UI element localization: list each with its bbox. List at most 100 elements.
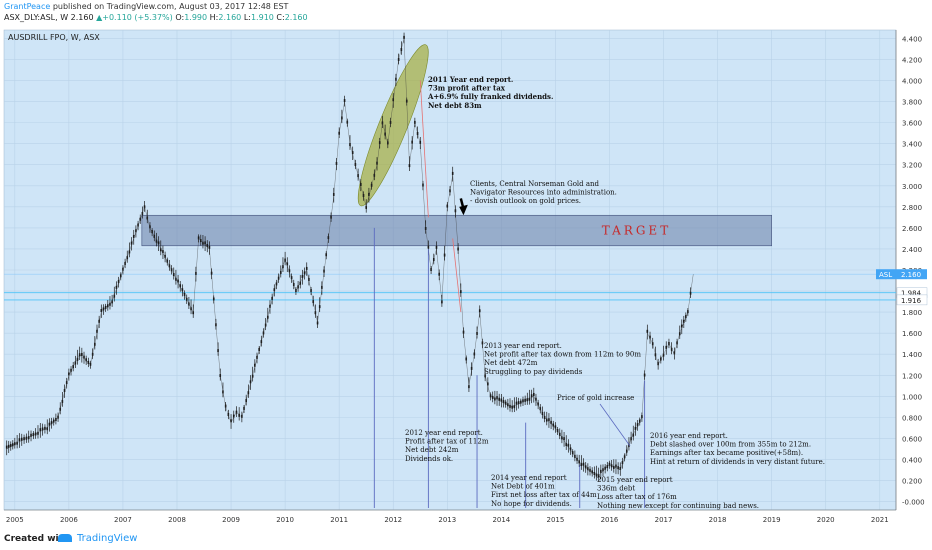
candle-body bbox=[18, 438, 21, 442]
candle-body bbox=[30, 433, 32, 437]
y-tick-label: 0.200 bbox=[902, 478, 922, 486]
candle-body bbox=[554, 425, 557, 429]
candle-body bbox=[100, 309, 103, 313]
candle-body bbox=[632, 433, 635, 437]
candle-body bbox=[241, 414, 243, 418]
candle-body bbox=[113, 294, 116, 298]
candle-body bbox=[192, 311, 195, 315]
candle-body bbox=[468, 385, 470, 389]
arrow-head-icon bbox=[459, 204, 468, 216]
publish-line: GrantPeace published on TradingView.com,… bbox=[4, 2, 288, 11]
chart-area[interactable]: 4.400 4.200 4.000 3.800 3.600 3.400 3.200 3.000… bbox=[0, 26, 932, 530]
level-tag bbox=[896, 294, 928, 306]
annotation-text: No hope for dividends. bbox=[491, 500, 572, 508]
candle-body bbox=[128, 250, 131, 254]
candle-body bbox=[494, 397, 496, 401]
candle-body bbox=[597, 474, 600, 478]
candle-body bbox=[208, 245, 211, 249]
candle-body bbox=[532, 392, 535, 396]
candle-body bbox=[269, 304, 271, 308]
candle-body bbox=[44, 426, 46, 430]
close-label: C: bbox=[276, 13, 285, 22]
y-tick-label: 2.400 bbox=[902, 246, 922, 254]
annotation-text: Struggling to pay dividends bbox=[484, 368, 583, 376]
candle-body bbox=[582, 462, 585, 466]
y-tick-label: 3.200 bbox=[902, 162, 922, 170]
x-tick-label: 2008 bbox=[168, 516, 186, 524]
candle-body bbox=[419, 140, 422, 144]
candle-body bbox=[135, 229, 137, 233]
y-tick-label: 4.400 bbox=[902, 35, 922, 43]
candle-body bbox=[206, 244, 209, 248]
annotation-text: Net profit after tax down from 112m to 9… bbox=[484, 351, 641, 359]
x-tick-label: 2009 bbox=[222, 516, 240, 524]
candle-body bbox=[685, 315, 687, 319]
y-tick-label: 1.600 bbox=[902, 330, 922, 338]
annotation-text: 2011 Year end report. bbox=[428, 75, 513, 84]
candle-body bbox=[204, 241, 206, 245]
candle-body bbox=[63, 389, 66, 393]
candle-body bbox=[441, 300, 443, 304]
last-price-symbol: ASL bbox=[879, 271, 892, 279]
candle-body bbox=[76, 357, 79, 361]
candle-body bbox=[487, 382, 489, 386]
level-tag-label: 1.916 bbox=[901, 297, 922, 305]
candle-body bbox=[522, 399, 524, 403]
candle-body bbox=[657, 362, 659, 366]
price-chart[interactable]: 4.400 4.200 4.000 3.800 3.600 3.400 3.200 3.000… bbox=[0, 26, 932, 530]
high-label: H: bbox=[209, 13, 219, 22]
annotation-text: 336m debt bbox=[597, 485, 635, 493]
y-tick-label: 0.800 bbox=[902, 414, 922, 422]
x-tick-label: 2015 bbox=[547, 516, 565, 524]
y-tick-label: 1.400 bbox=[902, 351, 922, 359]
annotation-text: 2014 year end report bbox=[491, 474, 567, 482]
annotation-text: 2016 year end report. bbox=[650, 432, 728, 440]
candle-body bbox=[177, 279, 179, 283]
x-tick-label: 2017 bbox=[655, 516, 673, 524]
y-tick-label: 3.600 bbox=[902, 120, 922, 128]
candle-body bbox=[162, 250, 164, 254]
close-value: 2.160 bbox=[284, 13, 308, 22]
candle-body bbox=[595, 473, 598, 477]
candle-body bbox=[16, 441, 18, 445]
gold-arrow-line bbox=[599, 403, 631, 447]
x-tick-label: 2020 bbox=[817, 516, 835, 524]
candle-body bbox=[202, 241, 204, 245]
candle-body bbox=[408, 164, 411, 168]
candle-body bbox=[299, 281, 302, 285]
y-tick-label: 4.000 bbox=[902, 78, 922, 86]
tradingview-logo-icon[interactable] bbox=[58, 533, 75, 544]
y-tick-label: 1.200 bbox=[902, 372, 922, 380]
candle-body bbox=[500, 398, 503, 402]
price-candles bbox=[5, 32, 692, 482]
candle-body bbox=[673, 351, 676, 355]
candle-body bbox=[509, 404, 511, 408]
candle-body bbox=[83, 355, 85, 359]
annotation-text: Net Debt of 401m bbox=[491, 483, 555, 491]
author-name[interactable]: GrantPeace bbox=[4, 2, 51, 11]
x-tick-label: 2014 bbox=[492, 516, 510, 524]
last-price: 2.160 bbox=[70, 13, 94, 22]
tradingview-brand[interactable]: TradingView bbox=[77, 533, 138, 544]
candle-body bbox=[403, 35, 405, 39]
candle-body bbox=[117, 280, 120, 284]
candle-body bbox=[414, 120, 416, 124]
candle-body bbox=[646, 329, 649, 333]
annotation-text: - dovish outlook on gold prices. bbox=[470, 197, 581, 205]
footer: Created with TradingView bbox=[0, 530, 932, 550]
annotation-text: Hint at return of dividends in very dist… bbox=[650, 458, 825, 466]
y-tick-label: 2.600 bbox=[902, 225, 922, 233]
candle-body bbox=[286, 262, 289, 266]
candle-body bbox=[254, 363, 256, 367]
trend-segment bbox=[419, 80, 429, 218]
candle-body bbox=[50, 421, 53, 425]
candle-body bbox=[451, 171, 454, 175]
candle-body bbox=[149, 225, 151, 229]
candle-body bbox=[530, 394, 533, 398]
candle-body bbox=[608, 462, 611, 466]
candle-body bbox=[85, 358, 87, 362]
candle-body bbox=[665, 345, 668, 349]
candle-body bbox=[190, 307, 192, 311]
y-tick-label: -0.000 bbox=[902, 499, 925, 507]
candle-body bbox=[109, 302, 111, 306]
